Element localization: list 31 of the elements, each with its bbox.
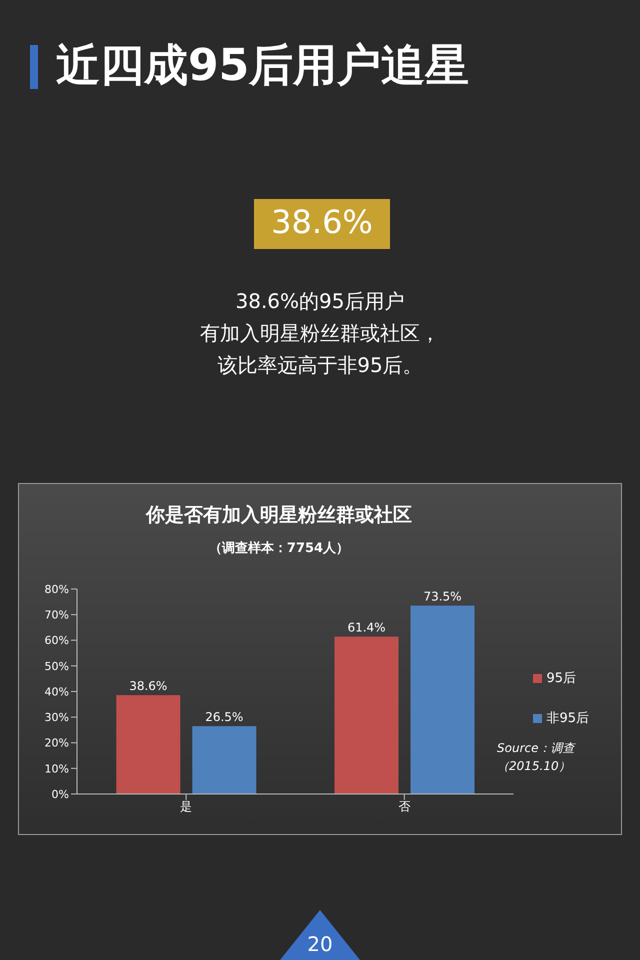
text: 该比率远高于非95后。 (216, 352, 424, 379)
bar (192, 726, 256, 794)
y-tick-label: 20% (44, 736, 69, 750)
data-label: 73.5% (423, 590, 462, 604)
x-tick-label: 否 (398, 800, 410, 814)
y-tick-label: 10% (44, 762, 69, 776)
data-label: 26.5% (205, 710, 244, 724)
text: 20 (306, 932, 334, 956)
data-label: 61.4% (347, 620, 386, 635)
x-tick-label: 是 (180, 800, 192, 814)
text: 有加入明星粉丝群或社区， (199, 320, 441, 347)
y-tick-label: 60% (44, 634, 69, 648)
data-label: 38.6% (129, 679, 168, 694)
y-tick-label: 0% (52, 788, 69, 801)
chart-subtitle: 你是否有加入明星粉丝群或社区 (144, 503, 413, 528)
text: 38.6%的95后用户 (234, 288, 406, 315)
legend-label: 非95后 (546, 711, 589, 726)
legend-label: 95后 (546, 671, 576, 686)
text: （调查样本：7754人） (208, 540, 350, 557)
bar (410, 606, 475, 794)
y-tick-label: 70% (44, 608, 69, 622)
bar (116, 695, 180, 794)
y-tick-label: 40% (44, 685, 69, 698)
annotation: Source：调查 (497, 740, 574, 757)
chart-title: 近四成95后用户追星 (56, 39, 470, 93)
y-tick-label: 30% (44, 711, 69, 724)
bar (334, 636, 399, 794)
text: 38.6% (270, 203, 374, 241)
y-tick-label: 50% (44, 660, 69, 673)
annotation: （2015.10） (497, 758, 572, 775)
y-tick-label: 80% (44, 582, 69, 596)
